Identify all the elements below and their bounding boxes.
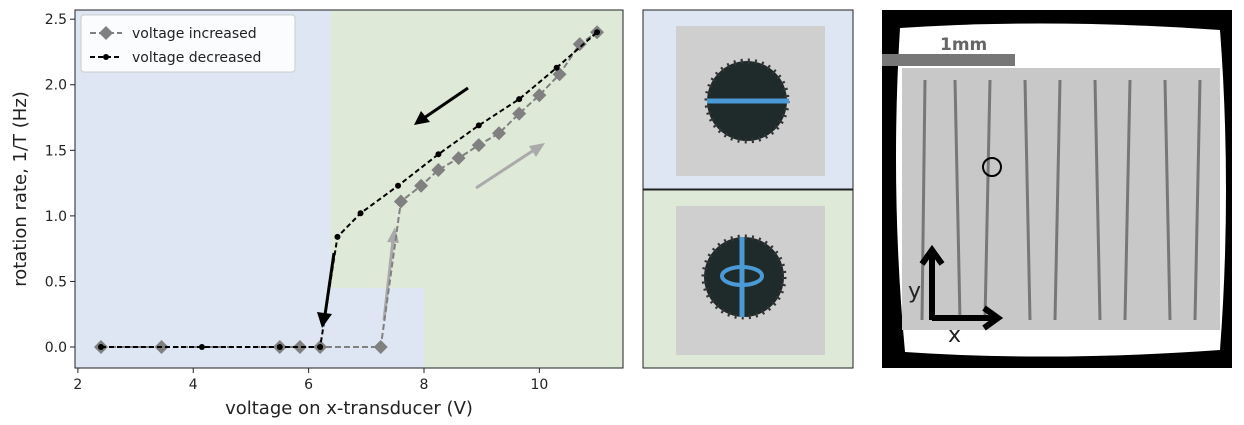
- y-tick-label: 0.5: [45, 274, 67, 290]
- texture-lines: [920, 79, 1202, 321]
- blue-region: [331, 288, 424, 368]
- marker: [512, 106, 527, 121]
- arrowhead: [529, 143, 545, 157]
- marker: [553, 64, 560, 71]
- arrow: [423, 86, 469, 120]
- marker-circle: [982, 157, 1002, 177]
- legend: voltage increased voltage decreased: [80, 14, 296, 73]
- legend-marker: [99, 26, 113, 40]
- series-line: [100, 31, 598, 349]
- arrow: [475, 148, 535, 190]
- rotation-marker: [720, 265, 764, 287]
- legend-box: [80, 14, 296, 73]
- marker: [317, 344, 324, 351]
- marker: [373, 340, 388, 355]
- marker: [97, 344, 104, 351]
- marker: [334, 233, 341, 240]
- marker: [435, 151, 442, 158]
- marker: [276, 344, 283, 351]
- marker: [552, 67, 567, 82]
- marker: [471, 138, 486, 153]
- y-tick-label: 0.0: [45, 340, 67, 356]
- micrograph: 1mm y x: [882, 10, 1232, 368]
- x-tick-label: 2: [73, 377, 82, 393]
- x-tick-label: 6: [304, 377, 313, 393]
- x-tick-label: 8: [420, 377, 429, 393]
- marker: [393, 194, 408, 209]
- x-axis-label: voltage on x-transducer (V): [225, 398, 473, 419]
- marker: [572, 37, 587, 52]
- y-tick-label: 2.0: [45, 78, 67, 94]
- plot-frame: [74, 9, 624, 369]
- legend-marker: [103, 54, 109, 60]
- y-tick-label: 2.5: [45, 12, 67, 28]
- marker: [491, 126, 506, 141]
- axes-arrows: [919, 244, 1004, 331]
- y-tick-label: 1.0: [45, 209, 67, 225]
- y-axis-label: rotation rate, 1/T (Hz): [10, 91, 31, 287]
- x-tick-label: 10: [530, 377, 548, 393]
- arrowhead: [317, 312, 332, 328]
- marker: [395, 182, 402, 189]
- marker: [292, 340, 307, 355]
- marker: [594, 29, 601, 36]
- marker: [198, 344, 205, 351]
- scale-label: 1mm: [940, 35, 987, 55]
- marker: [431, 162, 446, 177]
- legend-label: voltage decreased: [132, 50, 261, 66]
- texture: [902, 68, 1220, 330]
- particle-panels: [642, 9, 854, 369]
- plot: [93, 25, 605, 355]
- marker: [357, 210, 364, 217]
- axis-x: x: [948, 323, 961, 348]
- axis-y: y: [908, 279, 921, 304]
- marker: [451, 151, 466, 166]
- scale-bar: [882, 54, 1015, 66]
- arrowhead: [414, 111, 430, 125]
- y-tick-label: 1.5: [45, 143, 67, 159]
- marker: [532, 88, 547, 103]
- marker: [516, 96, 523, 103]
- marker: [475, 122, 482, 129]
- x-tick-label: 4: [189, 377, 198, 393]
- legend-label: voltage increased: [132, 26, 257, 42]
- marker: [414, 178, 429, 193]
